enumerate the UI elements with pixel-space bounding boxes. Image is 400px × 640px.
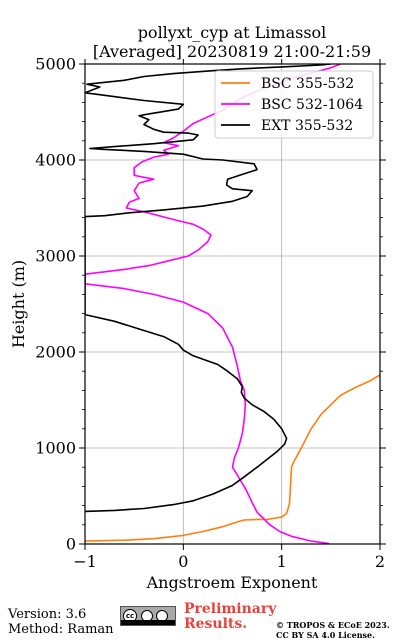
x-tick-label: 1 [277, 552, 287, 571]
y-tick-label: 3000 [35, 247, 76, 266]
legend-label-2: BSC 532-1064 [261, 97, 363, 113]
preliminary-notice: Preliminary Results. [184, 602, 276, 632]
legend-label-3: EXT 355-532 [261, 118, 353, 134]
x-tick-label: 0 [178, 552, 188, 571]
series-line-3 [85, 64, 331, 513]
preliminary-line2: Results. [184, 616, 248, 632]
x-tick-label: −1 [73, 552, 97, 571]
copyright-line2: CC BY SA 4.0 License. [276, 630, 375, 640]
method-text: Method: Raman [8, 622, 114, 637]
version-text: Version: 3.6 [8, 607, 87, 622]
series-line-1 [85, 374, 380, 542]
y-tick-label: 5000 [35, 55, 76, 74]
x-tick-label: 2 [375, 552, 385, 571]
legend: BSC 355-532 BSC 532-1064 EXT 355-532 [214, 70, 374, 139]
legend-label-1: BSC 355-532 [261, 76, 354, 92]
copyright-line1: © TROPOS & ECoE 2023. [276, 620, 390, 630]
badge-strip [121, 620, 175, 625]
series-line-2 [85, 64, 341, 544]
series-lines [85, 64, 380, 544]
legend-box [214, 70, 374, 139]
profile-chart: pollyxt_cyp at Limassol [Averaged] 20230… [9, 23, 386, 592]
y-tick-label: 4000 [35, 151, 76, 170]
preliminary-line1: Preliminary [184, 601, 277, 617]
y-tick-label: 0 [66, 535, 76, 554]
chart-title-line2: [Averaged] 20230819 21:00-21:59 [93, 42, 371, 61]
x-axis-label: Angstroem Exponent [146, 573, 318, 592]
copyright-notice: © TROPOS & ECoE 2023. CC BY SA 4.0 Licen… [276, 620, 390, 640]
cc-by-sa-icon: cc [120, 606, 176, 626]
y-tick-label: 1000 [35, 439, 76, 458]
y-axis-label: Height (m) [9, 260, 28, 348]
chart-title-line1: pollyxt_cyp at Limassol [138, 23, 327, 42]
plot-frame [84, 63, 381, 545]
y-tick-label: 2000 [35, 343, 76, 362]
